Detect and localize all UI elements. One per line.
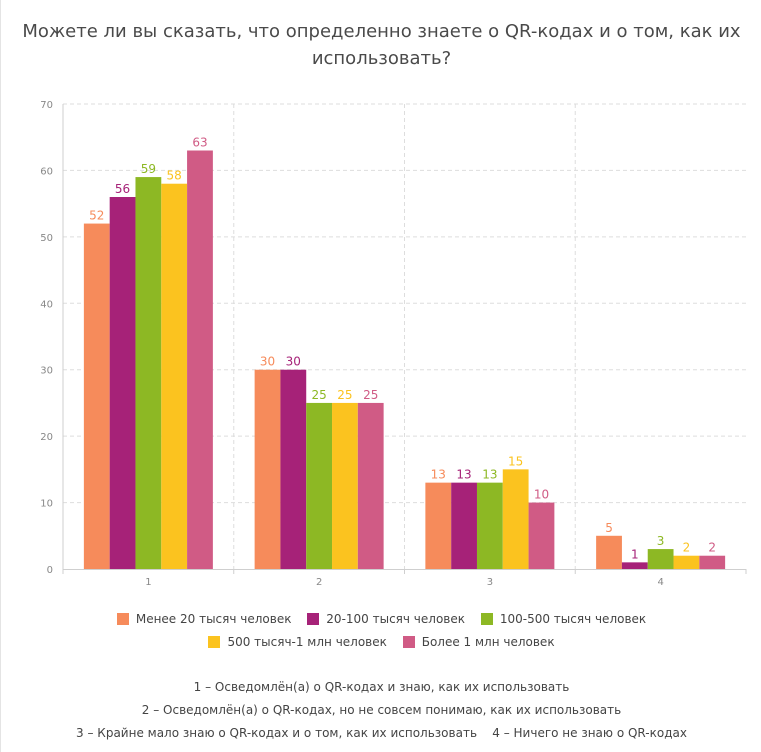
legend-label: 500 тысяч-1 млн человек — [227, 635, 387, 649]
data-label: 2 — [708, 541, 716, 555]
legend-label: 20-100 тысяч человек — [326, 612, 465, 626]
legend-swatch — [208, 636, 221, 648]
bar — [673, 555, 700, 569]
legend-row-1: Менее 20 тысяч человек 20-100 тысяч чело… — [1, 612, 761, 626]
x-tick-label: 1 — [145, 577, 151, 588]
x-tick-label: 2 — [316, 577, 322, 588]
y-tick-label: 10 — [40, 499, 53, 510]
bar — [476, 482, 503, 569]
bar — [83, 223, 110, 570]
legend-swatch — [480, 613, 493, 625]
data-label: 3 — [657, 534, 665, 548]
data-label: 56 — [115, 182, 130, 196]
legend-label: 100-500 тысяч человек — [499, 612, 647, 626]
bar — [528, 502, 555, 569]
x-tick-label: 4 — [657, 577, 663, 588]
legend-row-2: 500 тысяч-1 млн человек Более 1 млн чело… — [1, 635, 761, 649]
y-tick-label: 60 — [40, 166, 53, 177]
y-tick-label: 50 — [40, 233, 53, 244]
data-label: 58 — [167, 169, 182, 183]
legend-item-20-100k[interactable]: 20-100 тысяч человек — [307, 612, 465, 626]
bar — [647, 549, 674, 569]
bar — [161, 183, 188, 569]
data-label: 30 — [260, 355, 275, 369]
note-2: 2 – Осведомлён(а) о QR-кодах, но не совс… — [141, 703, 622, 717]
data-label: 2 — [683, 541, 691, 555]
y-tick-label: 30 — [40, 366, 53, 377]
bar — [425, 482, 452, 569]
y-tick-label: 0 — [47, 565, 53, 576]
data-label: 5 — [605, 521, 613, 535]
legend-label: Менее 20 тысяч человек — [135, 612, 292, 626]
data-label: 25 — [311, 388, 326, 402]
note-3: 3 – Крайне мало знаю о QR-кодах и о том,… — [76, 726, 687, 740]
legend-item-500k-1m[interactable]: 500 тысяч-1 млн человек — [208, 635, 387, 649]
data-label: 52 — [89, 209, 104, 223]
legend-item-100-500k[interactable]: 100-500 тысяч человек — [480, 612, 647, 626]
data-label: 10 — [534, 488, 549, 502]
data-label: 13 — [482, 468, 497, 482]
legend-swatch — [116, 613, 129, 625]
bar — [357, 402, 384, 569]
x-tick-label: 3 — [487, 577, 493, 588]
data-label: 59 — [141, 162, 156, 176]
data-label: 13 — [431, 468, 446, 482]
note-1: 1 – Осведомлён(а) о QR-кодах и знаю, как… — [193, 680, 570, 694]
data-label: 63 — [192, 136, 207, 150]
y-tick-label: 20 — [40, 432, 53, 443]
bar — [254, 369, 281, 569]
bar — [699, 555, 726, 569]
legend-swatch — [402, 636, 415, 648]
bar — [109, 197, 136, 569]
bar — [280, 369, 307, 569]
bar — [332, 402, 358, 569]
legend-swatch — [307, 613, 320, 625]
bar — [306, 402, 333, 569]
bar — [187, 150, 213, 569]
bar — [621, 562, 648, 569]
bar — [596, 535, 622, 569]
y-tick-label: 70 — [40, 100, 53, 111]
data-label: 15 — [508, 454, 523, 468]
chart-title: Можете ли вы сказать, что определенно зн… — [22, 21, 741, 69]
legend-item-lt20k[interactable]: Менее 20 тысяч человек — [116, 612, 292, 626]
bar — [451, 482, 477, 569]
data-label: 25 — [363, 388, 378, 402]
legend-label: Более 1 млн человек — [421, 635, 555, 649]
legend-item-gt1m[interactable]: Более 1 млн человек — [402, 635, 555, 649]
category-notes: 1 – Осведомлён(а) о QR-кодах и знаю, как… — [1, 676, 761, 745]
data-label: 13 — [456, 468, 471, 482]
bar — [135, 177, 162, 570]
y-tick-label: 40 — [40, 299, 53, 310]
bar — [502, 469, 529, 569]
data-label: 25 — [337, 388, 352, 402]
data-label: 30 — [286, 355, 301, 369]
data-label: 1 — [631, 547, 639, 561]
